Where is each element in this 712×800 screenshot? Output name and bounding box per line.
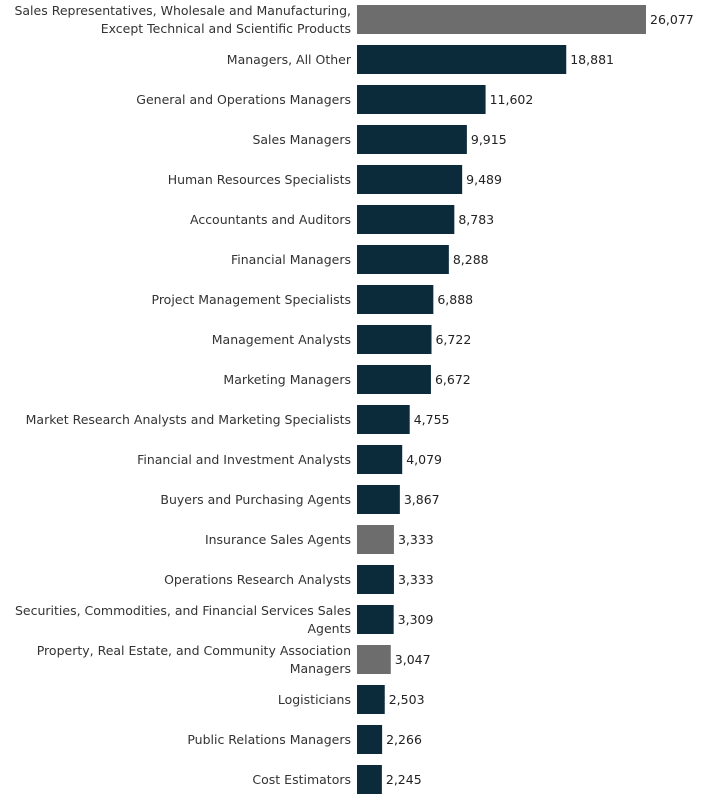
category-label-9: Marketing Managers <box>223 372 351 387</box>
category-label-17: Logisticians <box>278 692 351 707</box>
category-label-line: Human Resources Specialists <box>168 172 351 187</box>
category-label-10: Market Research Analysts and Marketing S… <box>26 412 351 427</box>
value-label-18: 2,266 <box>386 732 422 747</box>
bar-16 <box>357 645 391 674</box>
bar-19 <box>357 765 382 794</box>
category-label-line: Agents <box>307 621 351 636</box>
category-label-line: Except Technical and Scientific Products <box>101 21 351 36</box>
category-label-line: Securities, Commodities, and Financial S… <box>15 603 351 618</box>
bar-18 <box>357 725 383 754</box>
bar-17 <box>357 685 385 714</box>
category-label-line: Public Relations Managers <box>187 732 351 747</box>
category-label-line: Sales Representatives, Wholesale and Man… <box>14 3 351 18</box>
category-label-line: Insurance Sales Agents <box>205 532 351 547</box>
category-label-2: General and Operations Managers <box>136 92 351 107</box>
bar-13 <box>357 525 394 554</box>
category-label-4: Human Resources Specialists <box>168 172 351 187</box>
category-label-6: Financial Managers <box>231 252 351 267</box>
value-label-16: 3,047 <box>395 652 431 667</box>
value-label-8: 6,722 <box>435 332 471 347</box>
value-label-6: 8,288 <box>453 252 489 267</box>
category-label-1: Managers, All Other <box>227 52 352 67</box>
bar-5 <box>357 205 455 234</box>
value-label-11: 4,079 <box>406 452 442 467</box>
bar-1 <box>357 45 567 74</box>
category-label-line: Buyers and Purchasing Agents <box>160 492 351 507</box>
category-label-12: Buyers and Purchasing Agents <box>160 492 351 507</box>
category-label-3: Sales Managers <box>252 132 351 147</box>
category-label-line: Operations Research Analysts <box>164 572 351 587</box>
value-label-2: 11,602 <box>490 92 534 107</box>
category-label-line: General and Operations Managers <box>136 92 351 107</box>
bar-3 <box>357 125 467 154</box>
category-label-line: Financial and Investment Analysts <box>137 452 351 467</box>
category-label-14: Operations Research Analysts <box>164 572 351 587</box>
category-label-line: Managers, All Other <box>227 52 352 67</box>
value-label-10: 4,755 <box>414 412 450 427</box>
category-label-19: Cost Estimators <box>252 772 351 787</box>
category-label-15: Securities, Commodities, and Financial S… <box>15 603 351 636</box>
bar-11 <box>357 445 403 474</box>
bar-10 <box>357 405 410 434</box>
value-label-0: 26,077 <box>650 12 694 27</box>
value-label-7: 6,888 <box>437 292 473 307</box>
category-label-line: Cost Estimators <box>252 772 351 787</box>
category-label-11: Financial and Investment Analysts <box>137 452 351 467</box>
category-label-line: Management Analysts <box>212 332 351 347</box>
value-label-5: 8,783 <box>458 212 494 227</box>
value-label-17: 2,503 <box>389 692 425 707</box>
bar-0 <box>357 5 646 34</box>
bar-4 <box>357 165 463 194</box>
bar-6 <box>357 245 449 274</box>
bar-2 <box>357 85 486 114</box>
bar-12 <box>357 485 400 514</box>
category-label-line: Property, Real Estate, and Community Ass… <box>37 643 351 658</box>
category-label-8: Management Analysts <box>212 332 351 347</box>
category-label-line: Market Research Analysts and Marketing S… <box>26 412 351 427</box>
category-label-7: Project Management Specialists <box>152 292 352 307</box>
category-label-line: Project Management Specialists <box>152 292 352 307</box>
category-label-line: Financial Managers <box>231 252 351 267</box>
bar-9 <box>357 365 431 394</box>
category-label-16: Property, Real Estate, and Community Ass… <box>37 643 351 676</box>
category-label-0: Sales Representatives, Wholesale and Man… <box>14 3 351 36</box>
category-label-18: Public Relations Managers <box>187 732 351 747</box>
value-label-9: 6,672 <box>435 372 471 387</box>
bar-15 <box>357 605 394 634</box>
value-label-1: 18,881 <box>570 52 614 67</box>
bar-8 <box>357 325 432 354</box>
category-label-13: Insurance Sales Agents <box>205 532 351 547</box>
category-label-line: Logisticians <box>278 692 351 707</box>
value-label-13: 3,333 <box>398 532 434 547</box>
value-label-4: 9,489 <box>466 172 502 187</box>
category-label-line: Managers <box>290 661 351 676</box>
value-label-15: 3,309 <box>398 612 434 627</box>
category-label-5: Accountants and Auditors <box>190 212 351 227</box>
value-label-14: 3,333 <box>398 572 434 587</box>
category-label-line: Marketing Managers <box>223 372 351 387</box>
category-label-line: Sales Managers <box>252 132 351 147</box>
bar-14 <box>357 565 394 594</box>
value-label-19: 2,245 <box>386 772 422 787</box>
value-label-3: 9,915 <box>471 132 507 147</box>
bar-7 <box>357 285 434 314</box>
value-label-12: 3,867 <box>404 492 440 507</box>
category-label-line: Accountants and Auditors <box>190 212 351 227</box>
